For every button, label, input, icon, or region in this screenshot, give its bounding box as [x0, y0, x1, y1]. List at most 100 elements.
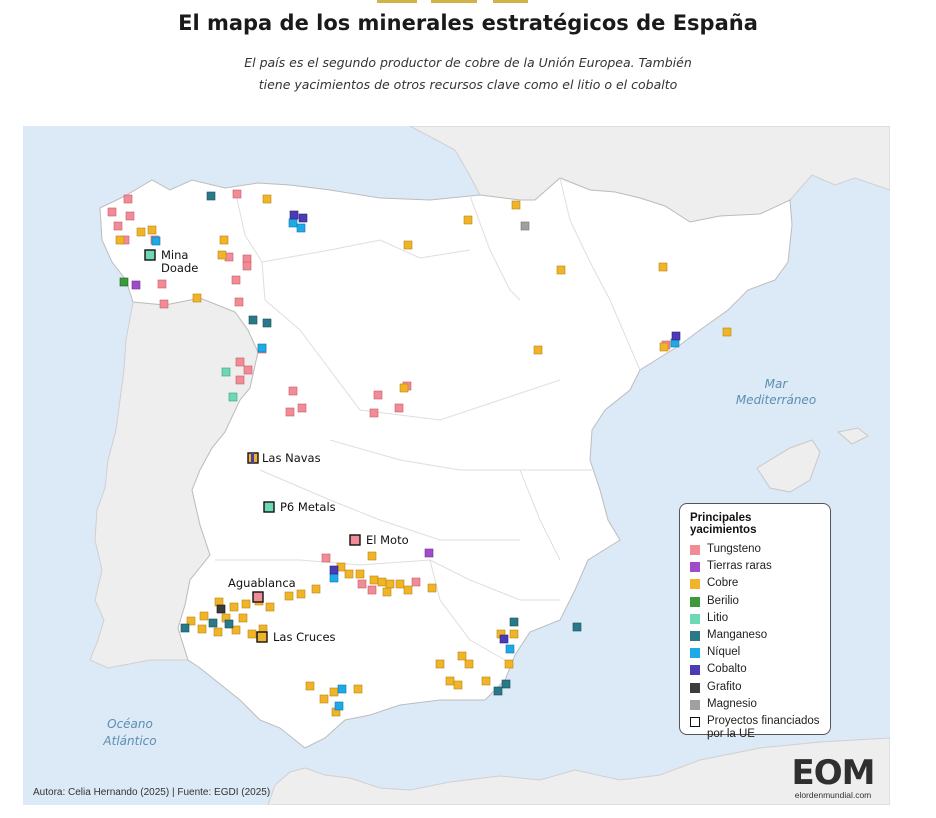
deposit-marker: [123, 194, 133, 204]
deposit-marker: [369, 575, 379, 585]
deposit-marker: [136, 227, 146, 237]
mallorca: [756, 439, 821, 493]
deposit-marker: [329, 565, 339, 575]
eom-logo[interactable]: EOM elordenmundial.com: [783, 756, 883, 800]
deposit-marker: [157, 279, 167, 289]
deposit-marker: [334, 701, 344, 711]
deposit-marker: [457, 651, 467, 661]
deposit-marker: [296, 589, 306, 599]
deposit-marker: [329, 687, 339, 697]
deposit-marker: [131, 280, 141, 290]
deposit-marker: [353, 684, 363, 694]
deposit-marker: [399, 383, 409, 393]
deposit-marker: [403, 585, 413, 595]
deposit-marker: [337, 684, 347, 694]
label-mina-doade-1: Mina: [161, 248, 188, 262]
deposit-marker: [427, 583, 437, 593]
deposit-marker: [504, 659, 514, 669]
deposits-grafito: [216, 604, 226, 614]
legend-item-cobalto: Cobalto: [690, 663, 820, 680]
legend-label: Magnesio: [707, 697, 757, 710]
legend-item-tungsteno: Tungsteno: [690, 543, 820, 560]
deposit-marker: [186, 616, 196, 626]
legend-label: Proyectos financiados por la UE: [707, 714, 820, 740]
deposit-marker: [235, 375, 245, 385]
deposits-niquel: [151, 218, 680, 711]
deposit-marker: [297, 403, 307, 413]
deposit-marker: [453, 680, 463, 690]
deposit-marker: [424, 548, 434, 558]
deposit-marker: [509, 617, 519, 627]
deposit-marker: [329, 573, 339, 583]
legend-swatch: [690, 648, 700, 659]
legend-label: Manganeso: [707, 628, 768, 641]
legend-swatch: [690, 682, 700, 693]
label-mina-doade-2: Doade: [161, 261, 198, 275]
label-las-navas: Las Navas: [262, 451, 321, 465]
subtitle-line-2: tiene yacimientos de otros recursos clav…: [258, 77, 678, 92]
atl-ocean-label-1: Océano: [107, 717, 153, 731]
deposit-marker: [213, 627, 223, 637]
deposit-marker: [284, 591, 294, 601]
deposit-marker: [151, 236, 161, 246]
deposit-marker: [125, 211, 135, 221]
deposit-marker: [296, 223, 306, 233]
deposit-marker: [464, 659, 474, 669]
deposit-marker: [463, 215, 473, 225]
deposit-marker: [377, 577, 387, 587]
deposit-marker: [234, 297, 244, 307]
deposit-marker: [411, 577, 421, 587]
page-title: El mapa de los minerales estratégicos de…: [178, 11, 758, 35]
legend-item-grafito: Grafito: [690, 681, 820, 698]
eom-logo-url: elordenmundial.com: [794, 790, 872, 800]
legend-swatch: [690, 545, 700, 555]
deposit-marker: [224, 619, 234, 629]
map-legend: Principales yacimientos Tungsteno Tierra…: [679, 503, 831, 740]
legend-label: Cobre: [707, 577, 739, 590]
deposit-marker: [197, 624, 207, 634]
deposit-marker: [319, 694, 329, 704]
legend-item-cobre: Cobre: [690, 577, 820, 594]
page-subtitle: El país es el segundo productor de cobre…: [200, 52, 736, 96]
legend-item-tierras-raras: Tierras raras: [690, 560, 820, 577]
accent-rule-3: [493, 0, 528, 3]
deposit-marker: [229, 602, 239, 612]
deposit-marker: [232, 189, 242, 199]
deposit-marker: [262, 318, 272, 328]
eu-project-p6-metals: [263, 501, 275, 513]
deposit-marker: [238, 613, 248, 623]
accent-rule-1: [377, 0, 417, 3]
deposit-marker: [722, 327, 732, 337]
deposit-marker: [394, 403, 404, 413]
deposit-marker: [321, 553, 331, 563]
legend-item-niquel: Níquel: [690, 646, 820, 663]
legend-label: Cobalto: [707, 663, 747, 676]
deposit-marker: [501, 679, 511, 689]
deposit-marker: [206, 191, 216, 201]
deposit-marker: [248, 315, 258, 325]
deposit-marker: [242, 261, 252, 271]
deposit-marker: [385, 579, 395, 589]
legend-title: Principales yacimientos: [690, 512, 757, 536]
subtitle-line-1: El país es el segundo productor de cobre…: [244, 55, 692, 70]
deposit-marker: [199, 611, 209, 621]
eu-projects: [144, 249, 361, 643]
deposits-litio: [221, 367, 238, 402]
eom-logo-mark: EOM: [791, 753, 876, 793]
deposit-marker: [445, 676, 455, 686]
deposit-marker: [243, 365, 253, 375]
deposits-cobre: [115, 194, 732, 717]
eu-project-las-cruces: [256, 631, 268, 643]
legend-label: Berilio: [707, 594, 739, 607]
regional-borders: [215, 177, 641, 661]
deposit-marker: [298, 213, 308, 223]
deposit-marker: [247, 629, 257, 639]
deposits-tierras-raras: [131, 280, 434, 558]
deposits-berilio: [119, 277, 129, 287]
label-p6-metals: P6 Metals: [280, 500, 336, 514]
legend-swatch: [690, 562, 700, 573]
map[interactable]: Mar Mediterráneo Océano Atlántico: [23, 126, 890, 805]
legend-item-eu-projects: Proyectos financiados por la UE: [690, 715, 820, 741]
deposit-marker: [147, 225, 157, 235]
legend-label: Níquel: [707, 646, 741, 659]
